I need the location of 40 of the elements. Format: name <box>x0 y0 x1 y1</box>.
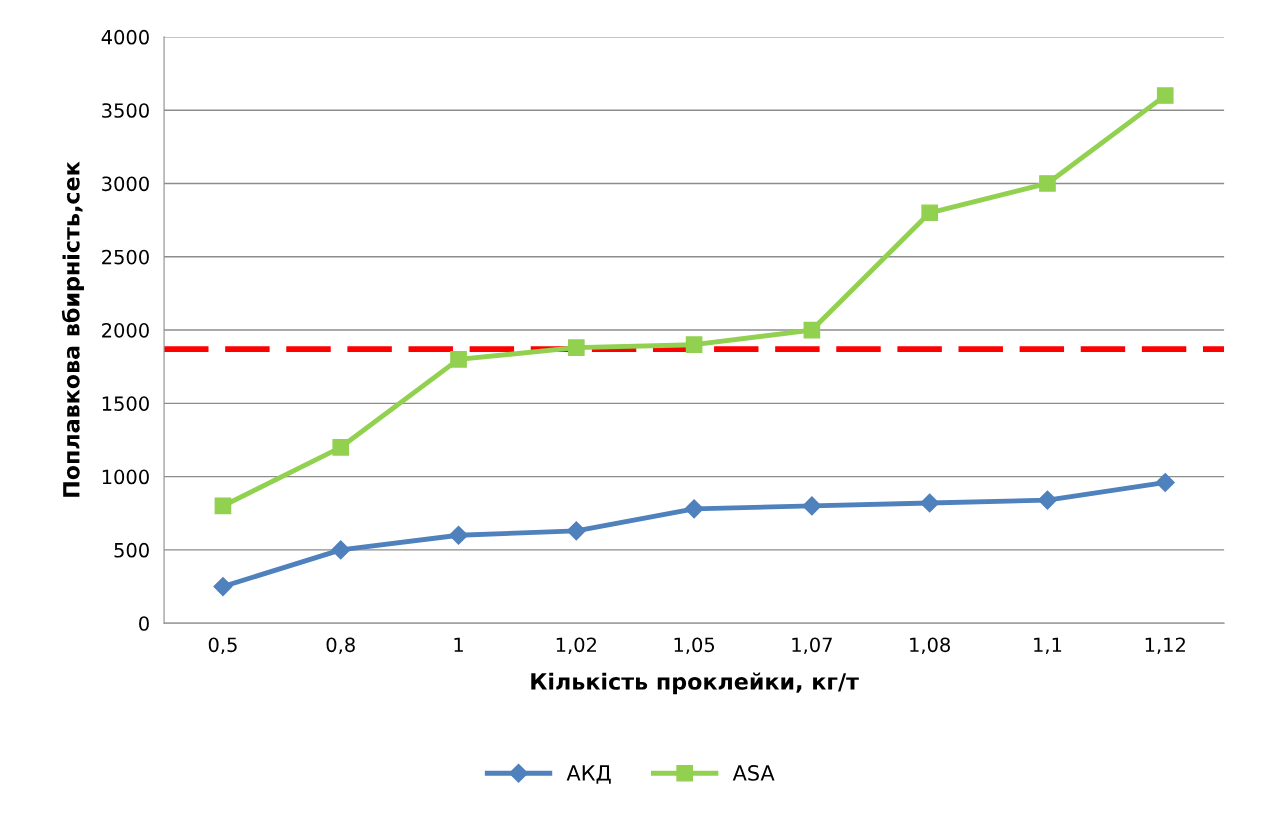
point <box>567 339 585 356</box>
point <box>214 497 232 515</box>
point <box>684 499 704 519</box>
point <box>920 493 940 513</box>
point <box>803 321 821 339</box>
point <box>332 438 350 456</box>
x-tick-label: 0,8 <box>326 637 355 655</box>
point <box>566 521 586 541</box>
x-tick-label: 1 <box>454 637 463 652</box>
point <box>802 496 822 516</box>
point <box>450 351 467 368</box>
point <box>1039 175 1056 192</box>
point <box>1156 87 1174 104</box>
point <box>448 525 469 545</box>
x-tick-label: 1,08 <box>910 637 950 655</box>
point <box>1037 490 1057 510</box>
point <box>213 577 233 597</box>
x-tick-label: 1,05 <box>674 637 715 655</box>
y-tick-label: 1000 <box>102 469 149 485</box>
y-tick-label: 500 <box>114 542 149 558</box>
point <box>921 204 939 222</box>
y-axis-title: Поплавкова вбирність,сек <box>61 161 85 497</box>
point <box>331 540 351 560</box>
y-tick-label: 2500 <box>102 249 149 265</box>
y-tick-label: 2000 <box>102 323 149 338</box>
y-tick-label: 1500 <box>102 396 149 411</box>
x-tick-label: 1,07 <box>792 637 832 655</box>
legend-label: ASA <box>732 765 775 781</box>
legend-label: АКД <box>566 765 611 784</box>
y-tick-label: 0 <box>139 616 149 631</box>
y-tick-label: 3000 <box>102 176 149 192</box>
x-tick-label: 1,12 <box>1145 637 1185 655</box>
y-tick-label: 3500 <box>102 103 149 118</box>
x-tick-label: 0,5 <box>208 637 237 655</box>
point <box>1155 472 1175 493</box>
x-tick-label: 1,02 <box>556 637 597 655</box>
x-tick-label: 1,1 <box>1034 637 1062 655</box>
x-axis-title: Кількість проклейки, кг/т <box>531 672 859 695</box>
point <box>685 336 703 354</box>
y-tick-label: 4000 <box>101 29 149 45</box>
